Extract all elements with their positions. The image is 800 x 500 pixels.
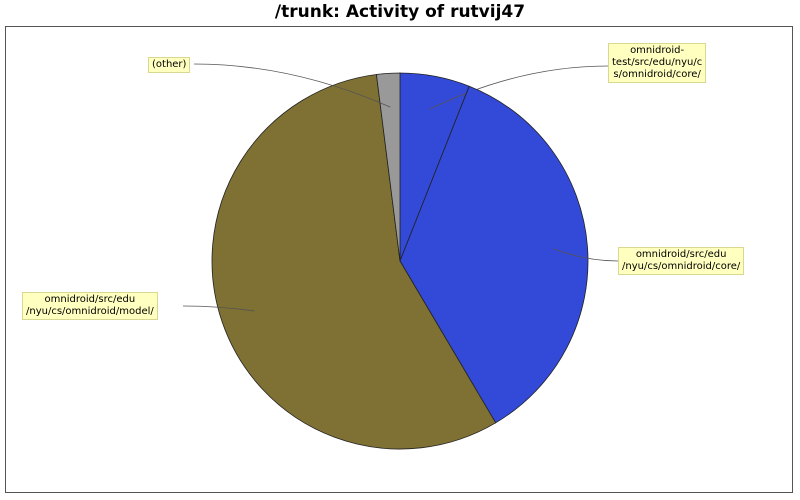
- slice-other: [375, 72, 401, 262]
- slice-core: [399, 85, 589, 424]
- label-core: omnidroid/src/edu /nyu/cs/omnidroid/core…: [618, 247, 745, 275]
- leader-line: [193, 63, 391, 108]
- label-model: omnidroid/src/edu /nyu/cs/omnidroid/mode…: [22, 292, 158, 320]
- leader-line: [428, 65, 609, 110]
- label-other: (other): [148, 57, 191, 73]
- slice-model: [211, 74, 497, 450]
- label-core-test: omnidroid- test/src/edu/nyu/c s/omnidroi…: [608, 43, 707, 83]
- leader-line: [182, 305, 255, 312]
- leader-line: [553, 248, 619, 262]
- chart-title: /trunk: Activity of rutvij47: [274, 2, 526, 22]
